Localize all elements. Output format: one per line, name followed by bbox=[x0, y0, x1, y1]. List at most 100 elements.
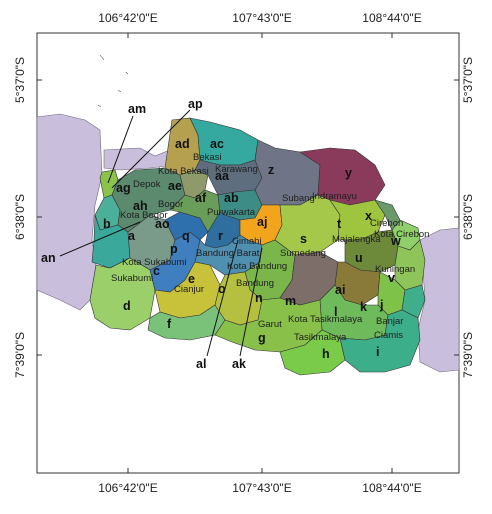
coord-right-1: 5°37'0"S bbox=[461, 57, 475, 103]
code-z: z bbox=[268, 163, 274, 177]
code-p: p bbox=[170, 242, 178, 256]
region-d bbox=[89, 257, 156, 331]
code-ao: ao bbox=[155, 217, 170, 231]
code-k: k bbox=[360, 300, 367, 314]
region-name-subang: Subang bbox=[282, 193, 315, 204]
region-name-kota-bandung: Kota Bandung bbox=[227, 261, 287, 272]
coord-bottom-1: 106°42'0"E bbox=[98, 481, 157, 495]
code-al: al bbox=[196, 357, 206, 371]
pointer-lines bbox=[59, 109, 263, 357]
code-ah: ah bbox=[133, 199, 148, 213]
region-name-tasikmalaya: Tasikmalaya bbox=[294, 332, 347, 343]
code-l: l bbox=[334, 305, 337, 319]
coord-right-3: 7°39'0"S bbox=[461, 332, 475, 378]
region-name-sumedang: Sumedang bbox=[280, 248, 326, 259]
islands bbox=[97, 54, 144, 113]
region-name-cirebon: Cirebon bbox=[370, 218, 403, 229]
code-x: x bbox=[365, 209, 372, 223]
west-java-regions bbox=[89, 117, 426, 376]
coord-bottom-2: 107°43'0"E bbox=[232, 481, 291, 495]
pointer-ak bbox=[239, 247, 263, 357]
region-g bbox=[214, 297, 323, 353]
code-n: n bbox=[255, 291, 263, 305]
region-name-bogor: Bogor bbox=[158, 199, 183, 210]
code-am: am bbox=[128, 102, 146, 116]
surrounding-land bbox=[36, 54, 460, 373]
pointer-ap bbox=[111, 109, 191, 189]
code-t: t bbox=[337, 217, 342, 231]
code-o: o bbox=[218, 282, 226, 296]
banten-land bbox=[36, 113, 103, 311]
coord-left-3: 7°39'0"S bbox=[13, 332, 27, 378]
region-j bbox=[401, 284, 426, 319]
code-h: h bbox=[322, 347, 330, 361]
region-name-kota-bekasi: Kota Bekasi bbox=[158, 166, 209, 177]
code-v: v bbox=[388, 271, 395, 285]
code-ai: ai bbox=[335, 283, 345, 297]
region-name-depok: Depok bbox=[133, 179, 161, 190]
graticule-ticks bbox=[37, 33, 459, 473]
region-i bbox=[339, 309, 421, 373]
region-name-kota-bogor: Kota Bogor bbox=[120, 210, 168, 221]
region-names: Bekasi Kota Bekasi Depok Bogor Kota Bogo… bbox=[111, 152, 429, 343]
coord-top-1: 106°42'0"E bbox=[98, 11, 157, 25]
region-name-kota-sukabumi: Kota Sukabumi bbox=[122, 257, 186, 268]
pointer-al bbox=[206, 239, 239, 357]
pointer-am bbox=[107, 115, 134, 184]
region-name-bandung: Bandung bbox=[236, 278, 274, 289]
code-w: w bbox=[390, 234, 401, 248]
code-an: an bbox=[41, 251, 56, 265]
coord-left-2: 6°38'0"S bbox=[13, 194, 27, 240]
region-name-kota-tasikmalaya: Kota Tasikmalaya bbox=[288, 314, 363, 325]
region-name-bandung-barat: Bandung Barat bbox=[196, 248, 260, 259]
region-name-indramayu: Indramayu bbox=[312, 191, 357, 202]
region-name-garut: Garut bbox=[258, 319, 282, 330]
code-aa: aa bbox=[215, 169, 230, 183]
code-d: d bbox=[123, 299, 131, 313]
coord-top-3: 108°44'0"E bbox=[362, 11, 421, 25]
pointer-an bbox=[59, 221, 141, 257]
coordinate-labels: 106°42'0"E 107°43'0"E 108°44'0"E 106°42'… bbox=[13, 11, 475, 495]
region-name-cianjur: Cianjur bbox=[174, 284, 204, 295]
region-name-kuningan: Kuningan bbox=[375, 264, 415, 275]
code-ap: ap bbox=[188, 97, 203, 111]
code-f: f bbox=[167, 317, 172, 331]
code-ae: ae bbox=[168, 179, 182, 193]
code-ab: ab bbox=[224, 191, 239, 205]
code-ac: ac bbox=[210, 137, 224, 151]
coord-left-1: 5°37'0"S bbox=[13, 57, 27, 103]
region-name-cimahi: Cimahi bbox=[232, 236, 262, 247]
code-e: e bbox=[188, 272, 195, 286]
code-g: g bbox=[258, 331, 266, 345]
code-b: b bbox=[103, 217, 111, 231]
region-name-banjar: Banjar bbox=[376, 316, 403, 327]
region-name-ciamis: Ciamis bbox=[374, 330, 403, 341]
region-name-sukabumi: Sukabumi bbox=[111, 273, 153, 284]
code-i: i bbox=[376, 345, 379, 359]
region-codes: a b c d e f g h i j k l m n o p q r s t … bbox=[41, 97, 401, 371]
code-s: s bbox=[300, 232, 307, 246]
code-c: c bbox=[153, 264, 160, 278]
code-ad: ad bbox=[175, 137, 190, 151]
code-af: af bbox=[195, 191, 207, 205]
code-y: y bbox=[345, 166, 352, 180]
region-name-majalengka: Majalengka bbox=[332, 234, 381, 245]
region-name-bekasi: Bekasi bbox=[193, 152, 222, 163]
region-name-purwakarta: Purwakarta bbox=[207, 207, 256, 218]
code-r: r bbox=[218, 229, 223, 243]
region-name-karawang: Karawang bbox=[215, 164, 258, 175]
coord-right-2: 6°38'0"S bbox=[461, 194, 475, 240]
code-u: u bbox=[355, 251, 363, 265]
code-q: q bbox=[182, 229, 190, 243]
code-j: j bbox=[379, 298, 383, 312]
code-ag: ag bbox=[116, 181, 131, 195]
region-a bbox=[111, 167, 186, 233]
code-a: a bbox=[128, 229, 136, 243]
code-ak: ak bbox=[232, 357, 246, 371]
region-name-kota-cirebon: Kota Cirebon bbox=[374, 229, 429, 240]
coord-top-2: 107°43'0"E bbox=[232, 11, 291, 25]
code-m: m bbox=[285, 294, 296, 308]
coord-bottom-3: 108°44'0"E bbox=[362, 481, 421, 495]
